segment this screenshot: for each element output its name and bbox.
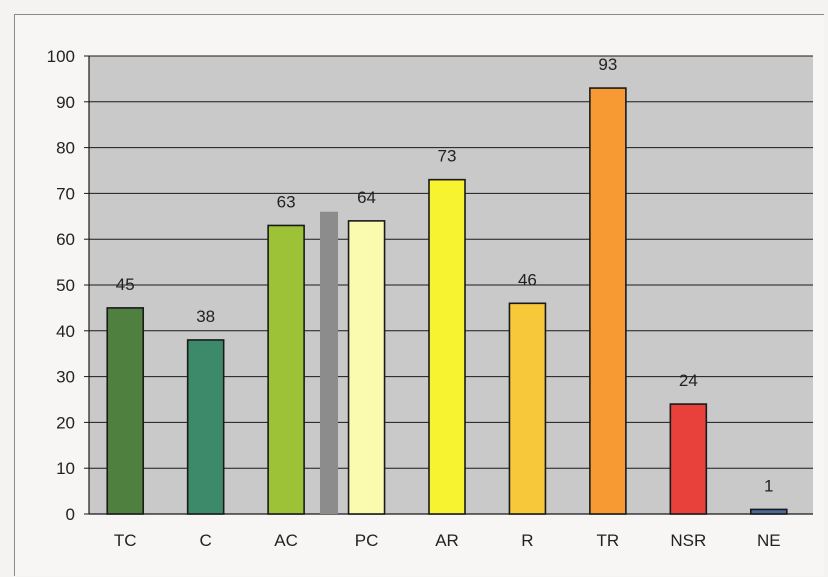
x-tick-label-c: C — [200, 531, 212, 550]
y-tick-label-80: 80 — [56, 139, 75, 158]
y-tick-label-70: 70 — [56, 184, 75, 203]
data-label-nsr: 24 — [679, 371, 698, 390]
plot-area: 0 10 20 30 40 50 60 70 80 90 100 45 TC 38 C 63 AC 64 PC 73 A… — [47, 47, 813, 550]
x-tick-label-tc: TC — [114, 531, 137, 550]
x-tick-label-ac: AC — [274, 531, 298, 550]
bar-nsr — [669, 403, 708, 515]
data-label-r: 46 — [518, 270, 537, 289]
y-tick-label-30: 30 — [56, 368, 75, 387]
data-label-tr: 93 — [598, 55, 617, 74]
data-label-ac: 63 — [277, 192, 296, 211]
x-tick-label-ar: AR — [435, 531, 459, 550]
data-label-tc: 45 — [116, 275, 135, 294]
bar-ar — [428, 178, 466, 515]
x-tick-label-pc: PC — [355, 531, 379, 550]
bar-chart: 0 10 20 30 40 50 60 70 80 90 100 45 TC 38 C 63 AC 64 PC 73 A… — [47, 47, 813, 550]
chart-frame: 0 10 20 30 40 50 60 70 80 90 100 45 TC 38 C 63 AC 64 PC 73 A… — [14, 14, 824, 576]
bar-tc — [106, 307, 145, 515]
x-tick-label-tr: TR — [597, 531, 620, 550]
y-tick-label-0: 0 — [66, 505, 75, 524]
y-tick-label-100: 100 — [47, 47, 75, 66]
bar-tr — [589, 87, 627, 515]
x-tick-label-nsr: NSR — [670, 531, 706, 550]
x-tick-label-r: R — [521, 531, 533, 550]
data-label-pc: 64 — [357, 188, 376, 207]
y-tick-label-10: 10 — [56, 459, 75, 478]
bar-r — [508, 302, 547, 515]
bar-ne — [749, 508, 788, 515]
bar-ac — [267, 224, 305, 515]
y-tick-label-60: 60 — [56, 230, 75, 249]
data-label-c: 38 — [196, 307, 215, 326]
data-label-ne: 1 — [764, 476, 773, 495]
y-tick-label-90: 90 — [56, 93, 75, 112]
y-tick-label-20: 20 — [56, 413, 75, 432]
bar-pc — [347, 220, 386, 515]
x-tick-label-ne: NE — [757, 531, 781, 550]
y-tick-label-40: 40 — [56, 322, 75, 341]
bar-c — [186, 339, 225, 515]
data-label-ar: 73 — [438, 147, 457, 166]
y-tick-label-50: 50 — [56, 276, 75, 295]
separator-column — [320, 211, 338, 514]
